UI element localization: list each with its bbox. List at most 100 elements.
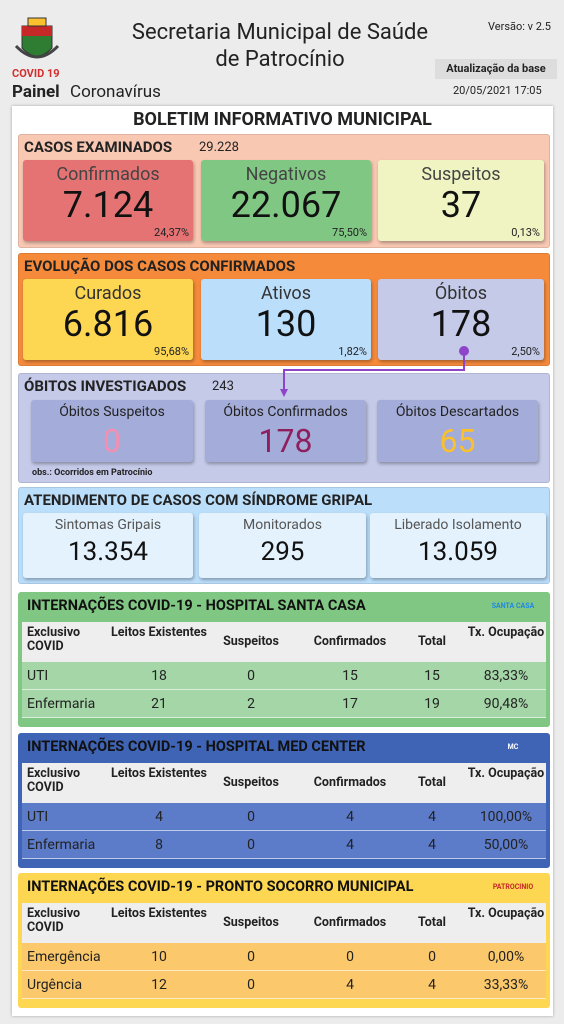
table-cell: 83,33%: [483, 668, 529, 684]
table-header: Confirmados: [313, 775, 387, 790]
card-label: Suspeitos: [421, 164, 501, 185]
hospital-logo: PATROCINIO: [492, 883, 534, 891]
table-row: [22, 803, 546, 831]
table-cell: 4: [346, 809, 354, 825]
card-value: 13.354: [68, 537, 148, 567]
table-cell: 21: [151, 696, 167, 712]
panel-rest: Coronavírus: [70, 82, 161, 102]
table-cell: Emergência: [27, 949, 101, 965]
panel-bold: Painel: [12, 82, 60, 102]
table-cell: 15: [342, 668, 358, 684]
table-header: Tx. Ocupação: [467, 625, 545, 640]
section-title: CASOS EXAMINADOS: [24, 138, 173, 156]
table-cell: 2: [247, 696, 255, 712]
card-label: Negativos: [245, 164, 327, 185]
hospital-logo: MC: [507, 743, 519, 751]
card-label: Óbitos Suspeitos: [59, 404, 165, 420]
stat-card: Ativos 130 1,82%: [201, 279, 371, 360]
table-cell: 0: [247, 809, 255, 825]
table-header: Total: [418, 775, 446, 790]
card-value: 6.816: [62, 303, 154, 345]
note: obs.: Ocorridos em Patrocínio: [32, 468, 153, 478]
stat-card: Óbitos Suspeitos 0: [31, 400, 193, 462]
table-cell: 17: [342, 696, 358, 712]
card-value: 65: [439, 422, 476, 460]
table-cell: 15: [424, 668, 440, 684]
section-title: ATENDIMENTO DE CASOS COM SÍNDROME GRIPAL: [24, 491, 373, 509]
table-cell: 4: [428, 809, 436, 825]
table-header: Confirmados: [313, 915, 387, 930]
card-value: 178: [430, 303, 492, 345]
card-value: 13.059: [418, 537, 498, 567]
hospital-title: INTERNAÇÕES COVID-19 - HOSPITAL SANTA CA…: [27, 597, 366, 614]
bulletin-title: BOLETIM INFORMATIVO MUNICIPAL: [133, 109, 432, 130]
stat-card: Liberado Isolamento 13.059: [370, 513, 546, 578]
card-pct: 1,82%: [338, 345, 367, 358]
table-cell: Enfermaria: [27, 837, 96, 853]
covid-label: COVID 19: [12, 67, 60, 80]
table-cell: 50,00%: [483, 837, 529, 853]
stat-card: Negativos 22.067 75,50%: [201, 160, 371, 241]
table-cell: 18: [151, 668, 167, 684]
table-header: Leitos Existentes: [111, 906, 207, 921]
table-cell: 0: [247, 977, 255, 993]
section-title: EVOLUÇÃO DOS CASOS CONFIRMADOS: [24, 257, 296, 275]
card-label: Sintomas Gripais: [54, 517, 162, 533]
table-cell: 4: [346, 977, 354, 993]
card-label: Óbitos Confirmados: [223, 404, 348, 420]
table-header: Suspeitos: [223, 775, 279, 790]
card-value: 22.067: [230, 184, 342, 226]
card-pct: 95,68%: [154, 345, 189, 358]
stat-card: Curados 6.816 95,68%: [23, 279, 193, 360]
update-date: 20/05/2021 17:05: [453, 84, 542, 97]
card-pct: 0,13%: [511, 226, 540, 239]
table-cell: UTI: [27, 668, 49, 684]
table-cell: 4: [428, 837, 436, 853]
table-header: Exclusivo COVID: [27, 906, 81, 935]
table-header: Confirmados: [313, 634, 387, 649]
table-header: Suspeitos: [223, 915, 279, 930]
table-cell: 0: [428, 949, 436, 965]
table-cell: 0: [247, 837, 255, 853]
card-label: Liberado Isolamento: [394, 517, 522, 533]
table-cell: 12: [151, 977, 167, 993]
section-title: ÓBITOS INVESTIGADOS: [24, 377, 187, 395]
card-label: Óbitos Descartados: [395, 404, 520, 420]
table-cell: 4: [428, 977, 436, 993]
table-cell: 4: [155, 809, 163, 825]
card-value: 37: [440, 184, 482, 226]
stat-card: Monitorados 295: [199, 513, 366, 578]
card-value: 130: [255, 303, 317, 345]
header-title: Secretaria Municipal de Saúde: [131, 20, 429, 45]
table-cell: 0: [247, 949, 255, 965]
table-cell: 8: [155, 837, 163, 853]
table-header: Total: [418, 634, 446, 649]
card-label: Óbitos: [434, 283, 488, 304]
table-header: Leitos Existentes: [111, 766, 207, 781]
stat-card: Confirmados 7.124 24,37%: [23, 160, 193, 241]
table-header: Total: [418, 915, 446, 930]
table-cell: Urgência: [27, 977, 83, 993]
section-total: 243: [212, 379, 234, 394]
header-title: de Patrocínio: [215, 47, 345, 72]
card-pct: 24,37%: [154, 226, 189, 239]
table-header: Tx. Ocupação: [467, 906, 545, 921]
arrow: [280, 345, 470, 400]
table-row: [22, 690, 546, 718]
table-cell: 4: [346, 837, 354, 853]
hospital-logo: SANTA CASA: [491, 602, 535, 610]
table-header-bg: [22, 763, 546, 803]
table-row: [22, 971, 546, 999]
stat-card: Sintomas Gripais 13.354: [23, 513, 193, 578]
card-value: 0: [103, 422, 121, 460]
table-header: Suspeitos: [223, 634, 279, 649]
stat-card: Óbitos Confirmados 178: [205, 400, 366, 462]
card-label: Monitorados: [243, 517, 322, 533]
table-header: Exclusivo COVID: [27, 766, 81, 795]
card-label: Curados: [74, 283, 142, 304]
card-value: 7.124: [62, 184, 154, 226]
card-label: Confirmados: [56, 164, 160, 185]
card-pct: 75,50%: [332, 226, 367, 239]
stat-card: Suspeitos 37 0,13%: [378, 160, 544, 241]
